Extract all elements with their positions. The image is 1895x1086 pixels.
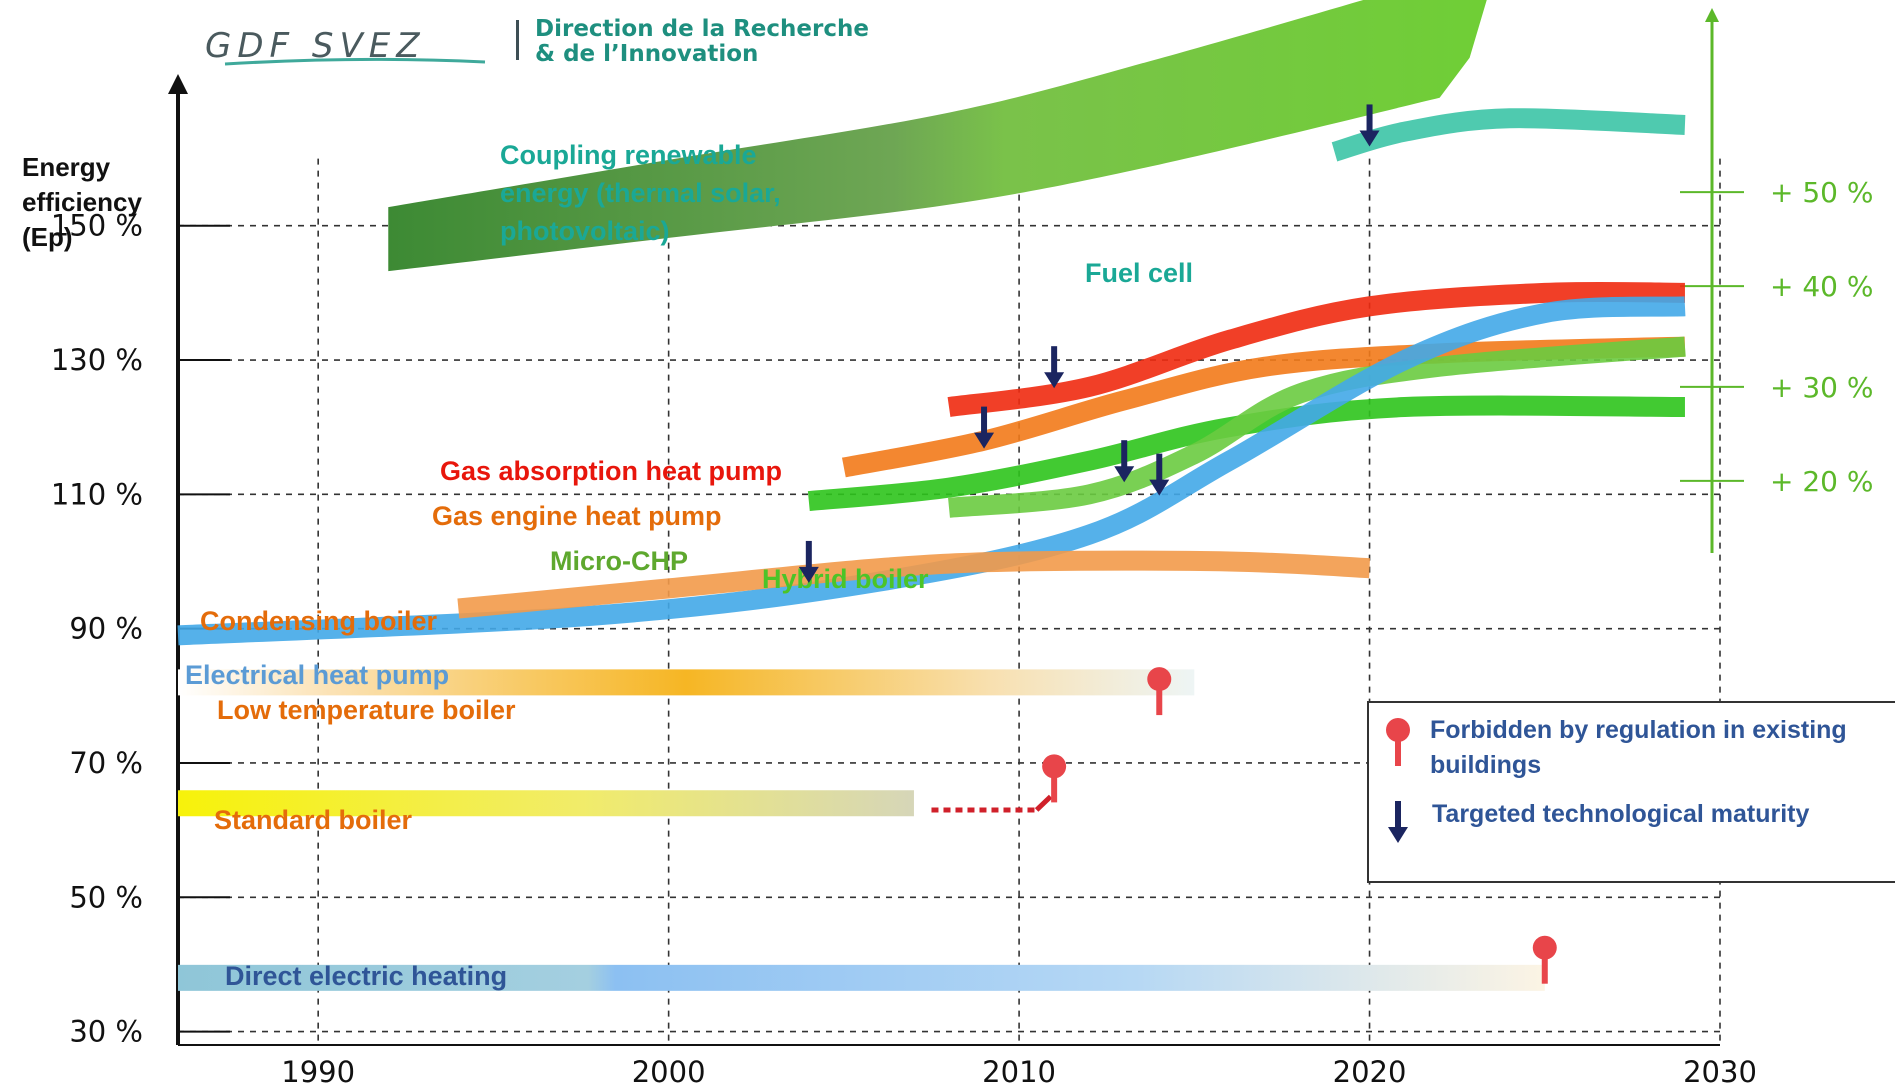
maturity-stem bbox=[1121, 440, 1128, 471]
y-tick-label: 30 % bbox=[69, 1015, 143, 1049]
series-low-temperature-boiler bbox=[178, 669, 1195, 696]
series-layer bbox=[177, 0, 1686, 991]
regulation-head bbox=[1042, 754, 1067, 779]
series-label-coupling-renewable-energy-thermal-solar-photovoltaic: photovoltaic) bbox=[500, 216, 670, 246]
standard-boiler-extension-end bbox=[1034, 794, 1053, 812]
header: GDF SVEZ Direction de la Recherche & de … bbox=[205, 16, 869, 67]
x-tick-label: 2000 bbox=[632, 1055, 706, 1086]
y-tick-label: 110 % bbox=[51, 477, 143, 511]
maturity-stem bbox=[1366, 104, 1373, 135]
maturity-head bbox=[1359, 130, 1380, 147]
legend: Forbidden by regulation in existing build… bbox=[1367, 701, 1895, 883]
x-tick-label: 2030 bbox=[1683, 1055, 1757, 1086]
series-label-gas-absorption-heat-pump: Gas absorption heat pump bbox=[440, 456, 782, 486]
header-dept-line1: Direction de la Recherche bbox=[535, 16, 869, 42]
right-axis-arrowhead bbox=[1705, 8, 1719, 22]
maturity-stem bbox=[1156, 453, 1163, 484]
right-axis-label: + 40 % bbox=[1770, 270, 1874, 303]
series-label-direct-electric-heating: Direct electric heating bbox=[225, 961, 507, 991]
maturity-head bbox=[1149, 479, 1170, 496]
y-axis-title: efficiency bbox=[22, 187, 142, 217]
maturity-head bbox=[1044, 372, 1065, 389]
legend-label: Targeted technological maturity bbox=[1432, 800, 1809, 828]
y-axis-title: (Ep) bbox=[22, 222, 73, 252]
series-label-hybrid-boiler: Hybrid boiler bbox=[762, 564, 929, 594]
maturity-head bbox=[974, 432, 995, 449]
series-label-coupling-renewable-energy-thermal-solar-photovoltaic: Coupling renewable bbox=[500, 140, 757, 170]
legend-regulation-symbol bbox=[1386, 718, 1410, 766]
maturity-stem bbox=[1395, 801, 1401, 831]
legend-label: buildings bbox=[1430, 751, 1541, 779]
maturity-marker bbox=[1044, 346, 1065, 389]
x-tick-label: 1990 bbox=[281, 1055, 355, 1086]
series-label-standard-boiler: Standard boiler bbox=[214, 805, 413, 835]
x-tick-label: 2010 bbox=[982, 1055, 1056, 1086]
y-axis-arrowhead bbox=[168, 74, 188, 94]
regulation-stem bbox=[1051, 772, 1058, 803]
series-label-low-temperature-boiler: Low temperature boiler bbox=[217, 695, 516, 725]
maturity-marker bbox=[1114, 440, 1135, 483]
maturity-head bbox=[798, 566, 819, 583]
maturity-stem bbox=[1051, 346, 1058, 377]
header-dept-line2: & de l’Innovation bbox=[535, 41, 758, 67]
series-electrical-heat-pump bbox=[177, 296, 1686, 646]
y-tick-label: 70 % bbox=[69, 746, 143, 780]
y-tick-label: 50 % bbox=[69, 880, 143, 914]
y-tick-label: 90 % bbox=[69, 612, 143, 646]
maturity-stem bbox=[981, 406, 988, 437]
y-axis-title: Energy bbox=[22, 152, 111, 182]
maturity-marker bbox=[974, 406, 995, 449]
maturity-head bbox=[1388, 827, 1408, 843]
series-label-fuel-cell: Fuel cell bbox=[1085, 258, 1193, 288]
series-condensing-boiler bbox=[457, 550, 1371, 619]
series-hybrid-boiler bbox=[948, 336, 1686, 518]
series-labels: Coupling renewable energy (thermal solar,… bbox=[185, 140, 1193, 991]
regulation-stem bbox=[1156, 685, 1163, 716]
markers-layer bbox=[798, 104, 1557, 984]
regulation-marker bbox=[1042, 754, 1067, 803]
right-axis-label: + 50 % bbox=[1770, 176, 1874, 209]
maturity-marker bbox=[1149, 453, 1170, 496]
y-tick-label: 150 % bbox=[51, 209, 143, 243]
legend-maturity-symbol bbox=[1388, 801, 1408, 843]
header-divider bbox=[516, 20, 519, 60]
series-label-micro-chp: Micro-CHP bbox=[550, 546, 688, 576]
series-micro-chp bbox=[807, 395, 1685, 512]
maturity-stem bbox=[805, 540, 812, 571]
logo-underline bbox=[224, 57, 486, 66]
regulation-stem bbox=[1541, 953, 1548, 984]
series-label-coupling-renewable-energy-thermal-solar-photovoltaic: energy (thermal solar, bbox=[500, 178, 781, 208]
series-direct-electric-heating bbox=[178, 964, 1545, 991]
y-tick-label: 130 % bbox=[51, 343, 143, 377]
right-axis: + 50 % + 40 % + 30 % + 20 % bbox=[1680, 8, 1874, 553]
series-fuel-cell bbox=[1331, 108, 1686, 162]
regulation-head bbox=[1147, 667, 1172, 692]
legend-label: Forbidden by regulation in existing bbox=[1430, 716, 1847, 744]
series-label-electrical-heat-pump: Electrical heat pump bbox=[185, 660, 449, 690]
series-coupling-renewable-energy-thermal-solar-photovoltaic bbox=[388, 0, 1487, 272]
maturity-marker bbox=[798, 540, 819, 583]
right-axis-label: + 20 % bbox=[1770, 465, 1874, 498]
series-standard-boiler bbox=[178, 790, 914, 817]
legend-box bbox=[1367, 701, 1895, 883]
regulation-head bbox=[1532, 935, 1557, 960]
regulation-marker bbox=[1532, 935, 1557, 984]
series-label-condensing-boiler: Condensing boiler bbox=[200, 606, 437, 636]
regulation-marker bbox=[1147, 667, 1172, 716]
regulation-head bbox=[1386, 718, 1410, 742]
x-tick-label: 2020 bbox=[1333, 1055, 1407, 1086]
regulation-stem bbox=[1395, 736, 1401, 766]
maturity-head bbox=[1114, 466, 1135, 483]
axes: 30 % 50 % 70 % 90 % 110 % 130 % 150 % 1990 2000 2… bbox=[22, 74, 1757, 1086]
series-label-gas-engine-heat-pump: Gas engine heat pump bbox=[432, 501, 722, 531]
series-gas-absorption-heat-pump bbox=[947, 281, 1685, 417]
maturity-marker bbox=[1359, 104, 1380, 147]
right-axis-label: + 30 % bbox=[1770, 371, 1874, 404]
